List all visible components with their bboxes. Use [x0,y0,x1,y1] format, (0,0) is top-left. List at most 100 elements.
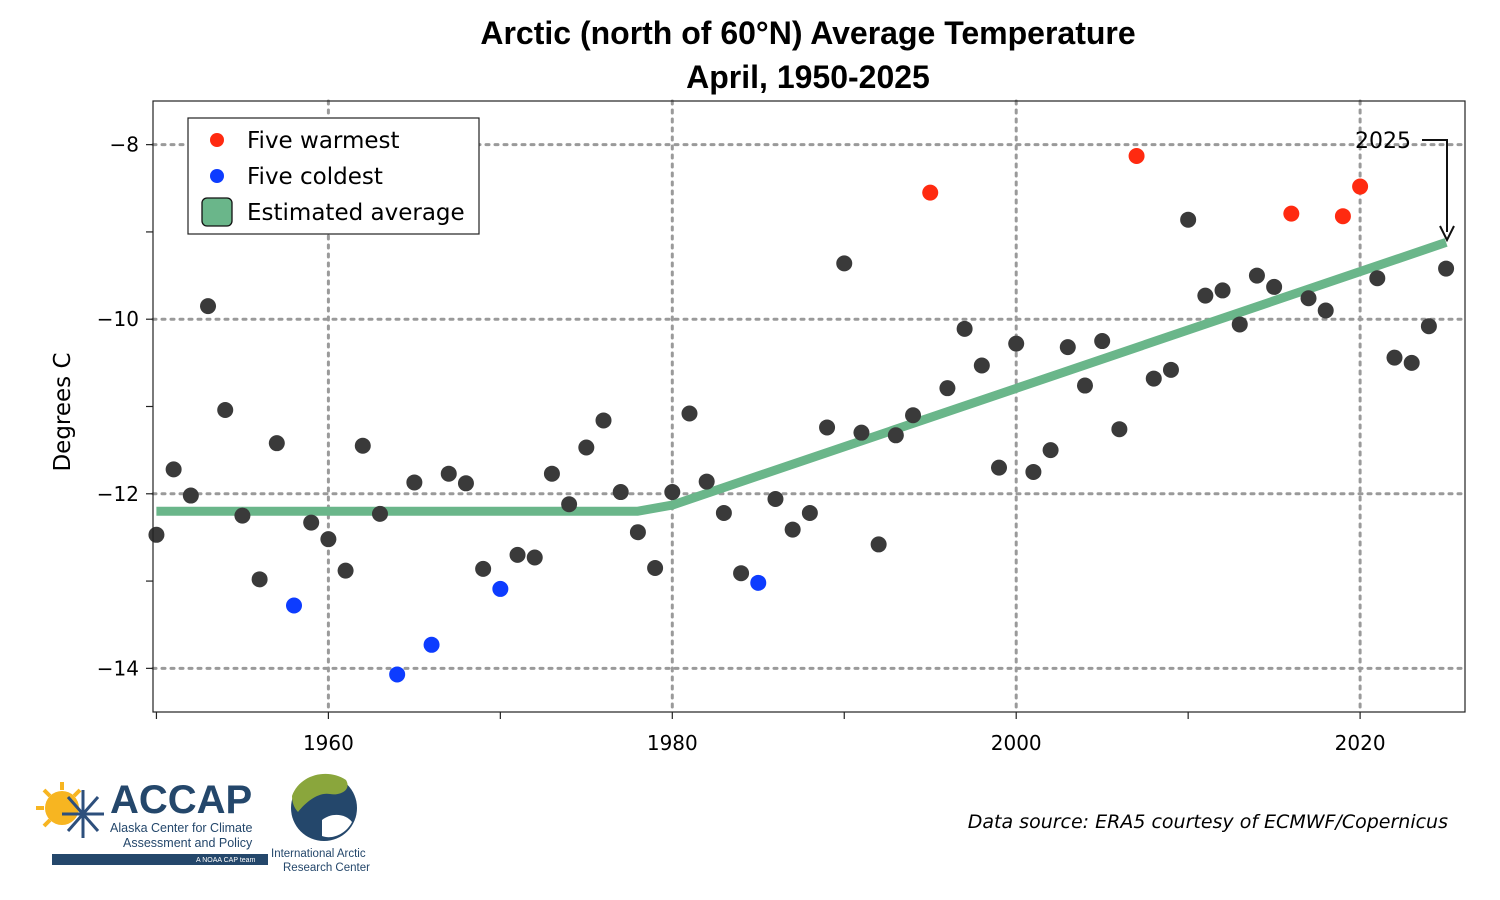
data-points [148,147,1455,683]
data-point-2021 [1369,270,1386,287]
data-point-1974 [561,496,578,513]
data-point-2022 [1386,349,1403,366]
accap-tag: A NOAA CAP team [196,857,256,864]
x-tick-label-1960: 1960 [303,731,354,755]
data-point-2008 [1145,370,1162,387]
data-point-1979 [647,559,664,576]
data-point-1958 [286,597,303,614]
data-point-2001 [1025,463,1042,480]
data-point-1950 [148,526,165,543]
data-point-1960 [320,531,337,548]
estimated-average-line [156,238,1448,516]
data-point-1992 [870,536,887,553]
data-point-1997 [956,320,973,337]
data-point-2025 [1438,260,1455,277]
legend-coldest-label: Five coldest [247,164,383,190]
legend-warmest-marker [210,133,224,147]
data-point-1953 [200,298,217,315]
chart-title: Arctic (north of 60°N) Average Temperatu… [480,15,1135,51]
data-point-1972 [526,549,543,566]
axis-ticks: 1960 1980 2000 2020 −8 −10 −12 −14 [97,133,1386,755]
data-point-1998 [973,357,990,374]
legend-average-label: Estimated average [247,200,465,226]
data-point-2003 [1059,339,1076,356]
data-point-1956 [251,571,268,588]
data-point-2023 [1403,354,1420,371]
annotation-2025: 2025 [1355,129,1455,243]
accap-line1: Alaska Center for Climate [110,821,252,835]
legend-warmest-label: Five warmest [247,128,400,154]
iarc-logo: International Arctic Research Center [271,773,370,874]
data-point-1981 [681,405,698,422]
data-point-2006 [1111,421,1128,438]
y-tick-label--14: −14 [97,656,139,680]
x-tick-label-1980: 1980 [647,731,698,755]
data-point-1969 [475,560,492,577]
data-point-1985 [750,574,767,591]
data-point-1988 [801,504,818,521]
data-point-1961 [337,562,354,579]
accap-bar [52,854,268,865]
data-point-1999 [991,459,1008,476]
data-point-2005 [1094,333,1111,350]
data-point-1952 [182,487,199,504]
legend-average-swatch [201,197,233,227]
data-point-1994 [905,407,922,424]
data-point-1973 [543,465,560,482]
annotation-label: 2025 [1355,129,1411,154]
y-axis-label: Degrees C [50,352,76,471]
annotation-arrow [1422,139,1448,232]
data-point-2015 [1266,278,1283,295]
data-point-1991 [853,424,870,441]
data-point-1965 [406,474,423,491]
data-point-1983 [715,504,732,521]
chart-subtitle: April, 1950-2025 [686,59,930,95]
data-point-1990 [836,255,853,272]
data-point-1978 [629,524,646,541]
iarc-line1: International Arctic [271,848,366,860]
y-tick-label--8: −8 [110,133,139,157]
accap-line2: Assessment and Policy [123,836,253,850]
data-point-1980 [664,484,681,501]
accap-logo: ACCAP Alaska Center for Climate Assessme… [36,778,268,865]
data-point-2007 [1128,147,1145,164]
data-point-1959 [303,514,320,531]
data-point-1982 [698,473,715,490]
accap-name: ACCAP [110,778,252,822]
data-point-1993 [887,427,904,444]
data-source-note: Data source: ERA5 courtesy of ECMWF/Cope… [968,811,1448,833]
data-point-2013 [1231,316,1248,333]
data-point-1955 [234,507,251,524]
data-point-1986 [767,491,784,508]
sun-snowflake-icon [36,782,104,838]
data-point-1989 [819,419,836,436]
annotation-arrowhead [1439,225,1455,243]
data-point-1971 [509,546,526,563]
y-tick-label--10: −10 [97,307,139,331]
data-point-2010 [1180,211,1197,228]
data-point-1954 [217,401,234,418]
data-point-1963 [371,505,388,522]
data-point-1996 [939,380,956,397]
data-point-1977 [612,484,629,501]
data-point-1976 [595,412,612,429]
data-point-1962 [354,437,371,454]
data-point-2009 [1162,361,1179,378]
data-point-1975 [578,439,595,456]
data-point-2018 [1317,302,1334,319]
data-point-2012 [1214,282,1231,299]
x-tick-label-2020: 2020 [1335,731,1386,755]
y-tick-label--12: −12 [97,482,139,506]
data-point-1970 [492,580,509,597]
data-point-2020 [1352,178,1369,195]
data-point-2017 [1300,290,1317,307]
data-point-1967 [440,465,457,482]
legend: Five warmest Five coldest Estimated aver… [187,117,480,235]
data-point-1968 [457,475,474,492]
x-tick-label-2000: 2000 [991,731,1042,755]
data-point-2019 [1334,208,1351,225]
data-point-2014 [1248,267,1265,284]
data-point-1995 [922,184,939,201]
data-point-1987 [784,521,801,538]
